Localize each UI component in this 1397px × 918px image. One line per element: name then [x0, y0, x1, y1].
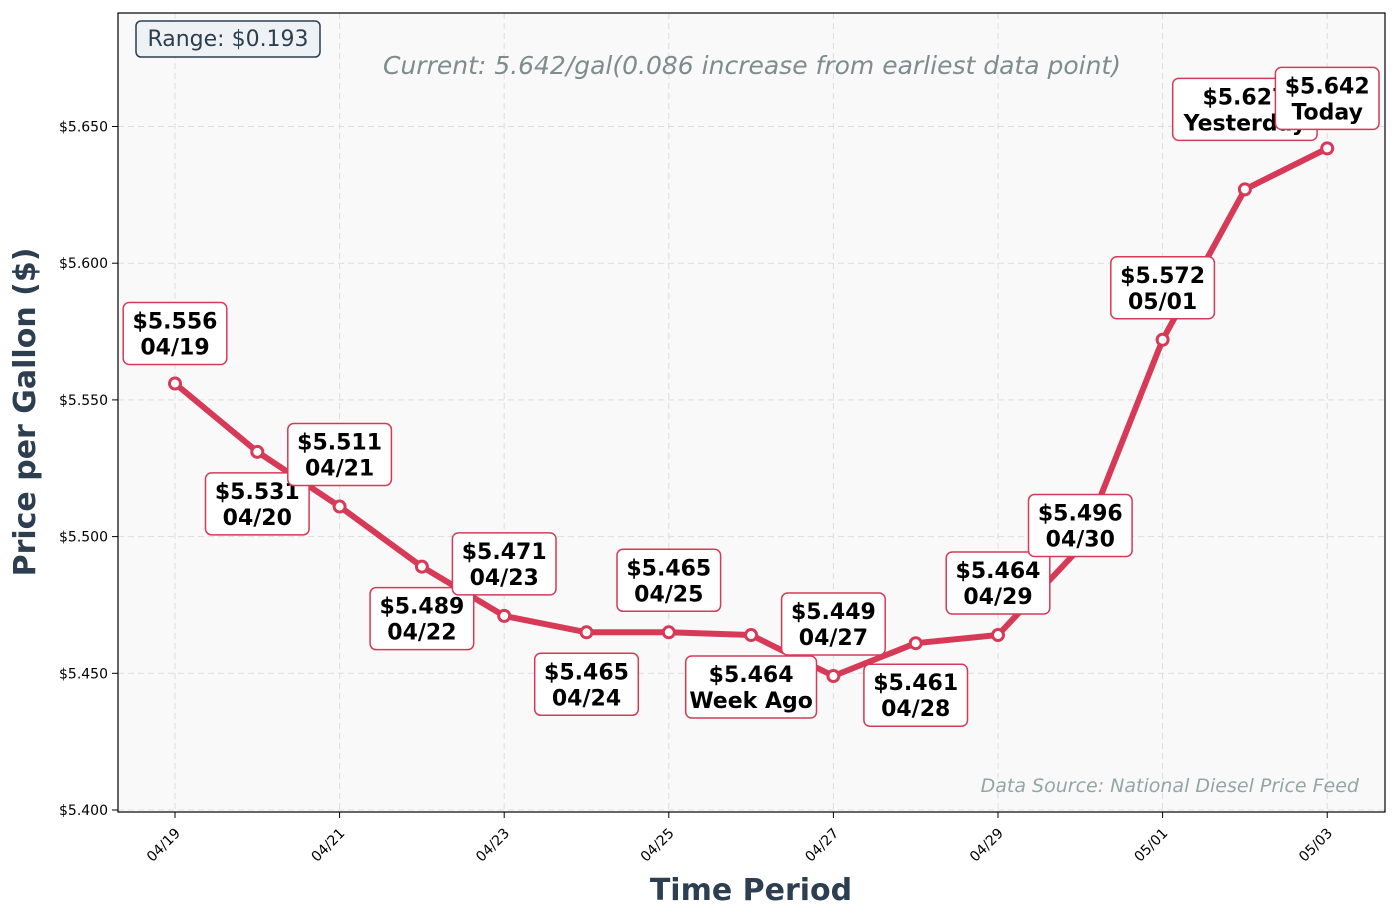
y-tick-label: $5.650	[59, 120, 108, 136]
data-point	[1155, 332, 1170, 347]
data-label-box	[287, 422, 393, 487]
data-label-text: 04/30	[1046, 528, 1115, 553]
data-label-text: 04/23	[470, 566, 539, 591]
y-tick-label: $5.450	[59, 666, 108, 682]
data-label-text: 05/01	[1128, 290, 1197, 315]
data-label-text: 04/24	[552, 686, 621, 711]
data-point	[661, 625, 676, 640]
data-label-box	[533, 652, 640, 717]
data-label-text: $5.627	[1202, 85, 1287, 110]
data-label-text: 04/19	[140, 335, 209, 360]
data-source-note: Data Source: National Diesel Price Feed	[981, 775, 1360, 797]
data-label-text: $5.465	[544, 660, 629, 685]
current-price-annotation: Current: 5.642/gal(0.086 increase from e…	[383, 51, 1121, 80]
data-point	[168, 376, 182, 391]
range-text: Range: $0.193	[147, 27, 308, 52]
data-label-box	[863, 663, 969, 727]
data-label-text: 04/20	[223, 506, 292, 531]
data-label-text: 04/21	[305, 457, 374, 482]
data-point	[744, 628, 759, 643]
y-tick-label: $5.550	[59, 393, 108, 409]
range-box-frame	[135, 20, 321, 58]
data-label-text: $5.464	[956, 559, 1041, 584]
data-label-box	[369, 586, 475, 651]
data-label-text: $5.511	[297, 431, 382, 456]
data-point	[332, 499, 347, 514]
data-label-box	[204, 472, 310, 536]
data-point	[497, 608, 512, 623]
data-label-box	[1274, 66, 1380, 131]
data-label-box	[451, 532, 557, 596]
x-tick-label: 04/23	[473, 826, 513, 866]
y-tick-label: $5.400	[59, 803, 108, 819]
data-point	[1237, 182, 1252, 197]
data-label-text: $5.572	[1120, 264, 1205, 289]
data-label-text: 04/25	[634, 582, 703, 607]
x-tick-label: 05/01	[1132, 826, 1172, 866]
data-label-text: Today	[1291, 100, 1362, 125]
x-tick-label: 05/03	[1296, 826, 1336, 866]
data-points	[168, 141, 1335, 684]
data-label-text: $5.531	[215, 480, 300, 505]
data-label-text: $5.465	[626, 556, 711, 581]
data-label-text: $5.642	[1285, 74, 1370, 99]
data-label-box	[616, 548, 722, 613]
data-point	[579, 625, 594, 640]
x-tick-label: 04/25	[638, 826, 678, 866]
x-tick-label: 04/19	[144, 826, 184, 866]
x-tick-label: 04/29	[967, 826, 1007, 866]
data-label-box	[122, 301, 228, 366]
data-point	[991, 628, 1005, 643]
data-label-box	[684, 655, 818, 719]
data-label-text: $5.449	[791, 600, 876, 625]
plot-frame	[117, 12, 1386, 813]
data-label-text: $5.464	[709, 663, 794, 688]
data-point	[908, 636, 923, 651]
data-label-text: $5.496	[1038, 502, 1123, 527]
y-tick-label: $5.600	[59, 256, 108, 272]
data-label-box	[1027, 493, 1133, 558]
data-point	[414, 559, 429, 574]
data-point	[1320, 141, 1335, 156]
data-label-text: 04/28	[881, 697, 950, 722]
data-label-text: $5.556	[133, 309, 218, 334]
data-label-text: $5.471	[462, 540, 547, 565]
data-label-text: Week Ago	[689, 689, 813, 714]
y-tick-label: $5.500	[59, 530, 108, 546]
x-tick-label: 04/21	[309, 826, 349, 866]
x-axis-title: Time Period	[650, 873, 852, 908]
x-axis-ticks: 04/19 04/21 04/23 04/25 04/27 04/29 05/01 05/03	[144, 812, 1336, 865]
data-labels: $5.55604/19$5.53104/20$5.51104/21$5.4890…	[122, 66, 1380, 727]
data-label-text: 04/27	[799, 626, 868, 651]
y-axis-ticks: $5.400 $5.450 $5.500 $5.550 $5.600 $5.650	[59, 120, 118, 819]
data-point	[826, 669, 841, 684]
data-label-text: $5.461	[873, 671, 958, 696]
data-label-text: $5.489	[379, 595, 464, 620]
range-box: Range: $0.193	[135, 20, 321, 58]
data-label-text: 04/29	[963, 585, 1032, 610]
data-point	[250, 444, 265, 459]
data-label-text: 04/22	[387, 621, 456, 646]
data-label-box	[1110, 256, 1216, 320]
data-label-box	[945, 551, 1051, 615]
data-label-box	[780, 592, 886, 656]
y-axis-title: Price per Gallon ($)	[8, 248, 43, 577]
x-tick-label: 04/27	[802, 826, 842, 866]
